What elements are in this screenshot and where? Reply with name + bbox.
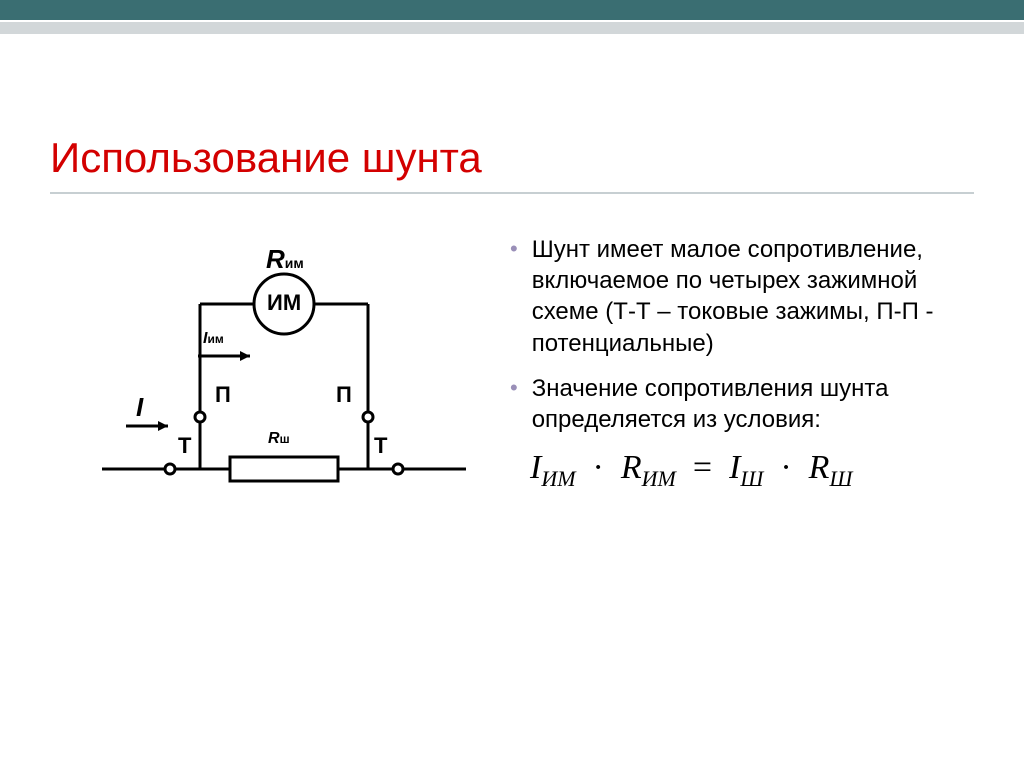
label-T-left: Т (178, 433, 191, 459)
bullet-1-text: Шунт имеет малое сопротивление, включаем… (532, 234, 974, 359)
title-rule (50, 192, 974, 194)
label-P-left: П (215, 382, 231, 408)
bullet-2-text: Значение сопротивления шунта определяетс… (532, 373, 974, 435)
circuit-svg (50, 244, 470, 544)
formula: IИМ · RИМ = IШ · RШ (510, 449, 974, 492)
bullet-icon: • (510, 234, 518, 264)
label-R-im: Rим (266, 244, 304, 275)
top-bar (0, 0, 1024, 22)
bullet-2: • Значение сопротивления шунта определяе… (510, 373, 974, 435)
label-IM: ИМ (267, 290, 301, 316)
label-P-right: П (336, 382, 352, 408)
body: Rим ИМ Iим I П П Т Т Rш (50, 234, 974, 544)
label-R-sh: Rш (268, 430, 290, 448)
label-T-right: Т (374, 433, 387, 459)
bullet-icon: • (510, 373, 518, 403)
label-I: I (136, 392, 143, 423)
text-column: • Шунт имеет малое сопротивление, включа… (510, 234, 974, 544)
bullet-1: • Шунт имеет малое сопротивление, включа… (510, 234, 974, 359)
under-bar (0, 22, 1024, 34)
shunt-diagram: Rим ИМ Iим I П П Т Т Rш (50, 244, 470, 544)
slide-title: Использование шунта (50, 134, 974, 182)
slide-content: Использование шунта Rим ИМ Iим I П П Т Т… (0, 34, 1024, 564)
diagram-column: Rим ИМ Iим I П П Т Т Rш (50, 234, 490, 544)
label-I-im: Iим (203, 330, 224, 348)
